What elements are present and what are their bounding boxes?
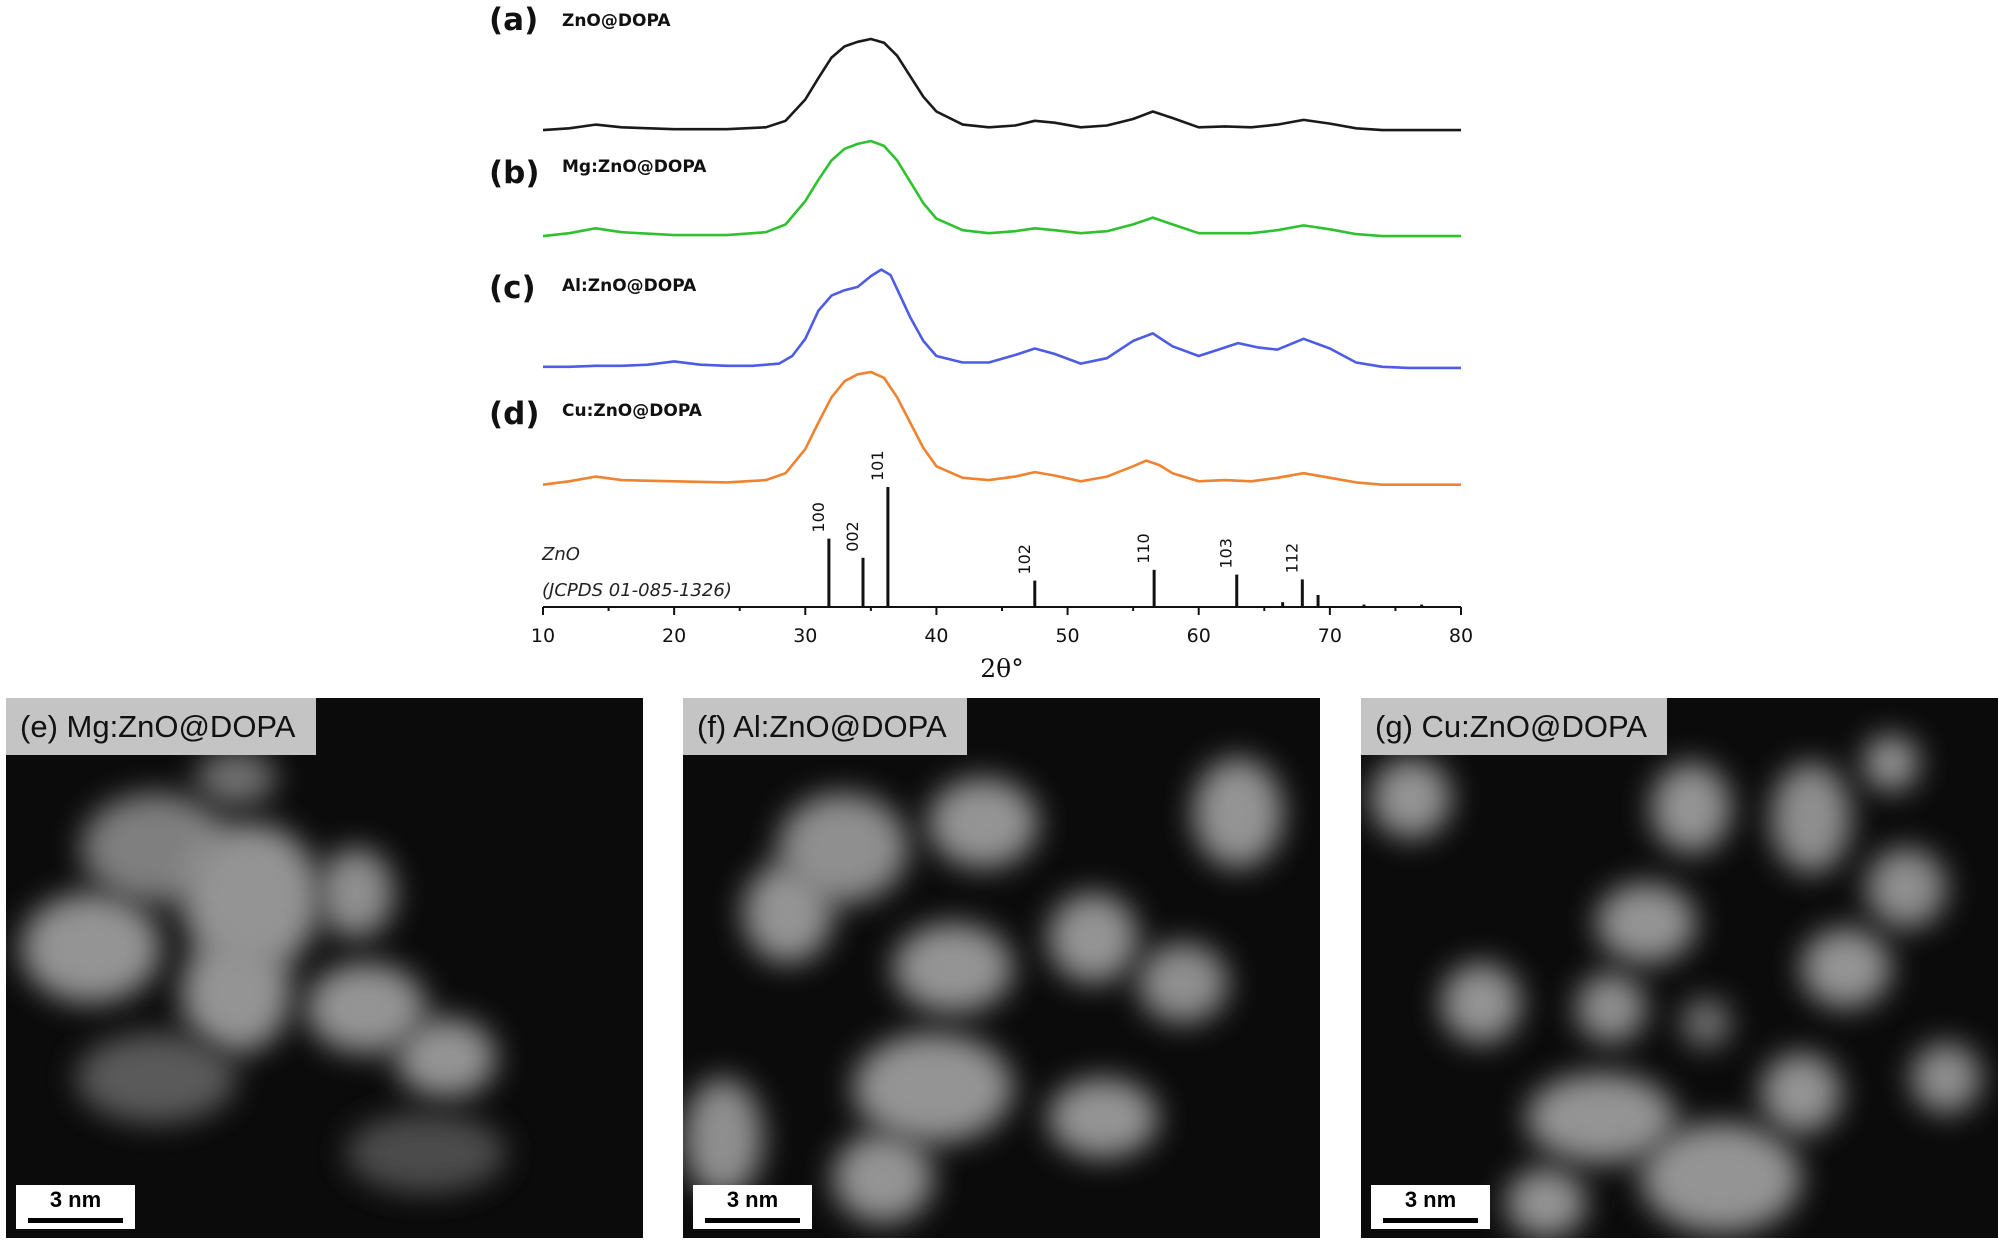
peak-index-label: 100 (809, 502, 828, 533)
tem-panel-e: (e) Mg:ZnO@DOPA 3 nm (6, 698, 643, 1238)
x-axis-title: 2θ° (980, 654, 1023, 683)
scale-bar: 3 nm (693, 1185, 812, 1229)
series-line-4 (542, 370, 1461, 486)
panel-letter: (c) (489, 270, 536, 306)
x-tick-label: 20 (662, 625, 686, 647)
tem-label: (g) Cu:ZnO@DOPA (1361, 698, 1668, 755)
scale-bar-line (1383, 1218, 1478, 1223)
tem-image-e (21, 750, 506, 1193)
series-label: ZnO@DOPA (562, 11, 671, 31)
panel-letter: (a) (489, 2, 538, 38)
series-line-1 (542, 37, 1461, 132)
scale-bar-label: 3 nm (726, 1187, 779, 1212)
peak-index-label: 002 (843, 521, 862, 552)
x-tick-label: 80 (1449, 625, 1473, 647)
scale-bar: 3 nm (16, 1185, 135, 1229)
peak-index-label: 102 (1015, 544, 1034, 575)
tem-image-f (683, 758, 1283, 1223)
peak-index-label: 101 (868, 450, 887, 481)
xrd-chart: (a) ZnO@DOPA (b) Mg:ZnO@DOPA (c) Al:ZnO@DOPA (… (489, 2, 1473, 683)
tem-panel-g: (g) Cu:ZnO@DOPA 3 nm (1361, 698, 1998, 1238)
series-label: Mg:ZnO@DOPA (562, 157, 707, 177)
scale-bar-line (28, 1218, 123, 1223)
scale-bar-line (705, 1218, 800, 1223)
series-label: Al:ZnO@DOPA (562, 276, 697, 296)
scale-bar-label: 3 nm (1404, 1187, 1457, 1212)
x-tick-label: 60 (1187, 625, 1211, 647)
x-tick-label: 40 (924, 625, 948, 647)
x-tick-label: 10 (531, 625, 555, 647)
reference-source: (JCPDS 01-085-1326) (542, 580, 732, 601)
scale-bar: 3 nm (1371, 1185, 1490, 1229)
peak-index-label: 112 (1282, 543, 1301, 574)
reference-name: ZnO (541, 544, 580, 565)
x-tick-label: 50 (1055, 625, 1079, 647)
series-line-3 (543, 268, 1461, 370)
panel-letter: (b) (489, 155, 540, 191)
tem-panel-f: (f) Al:ZnO@DOPA 3 nm (683, 698, 1320, 1238)
series-label: Cu:ZnO@DOPA (562, 401, 703, 421)
series-line-2 (542, 139, 1461, 238)
tem-label: (f) Al:ZnO@DOPA (683, 698, 967, 755)
peak-index-label: 103 (1217, 538, 1236, 569)
tem-image-g (1371, 735, 1981, 1238)
x-tick-label: 30 (793, 625, 817, 647)
x-tick-label: 70 (1318, 625, 1342, 647)
tem-label: (e) Mg:ZnO@DOPA (6, 698, 316, 755)
scale-bar-label: 3 nm (49, 1187, 102, 1212)
panel-letter: (d) (489, 396, 540, 432)
peak-index-label: 110 (1134, 533, 1153, 564)
